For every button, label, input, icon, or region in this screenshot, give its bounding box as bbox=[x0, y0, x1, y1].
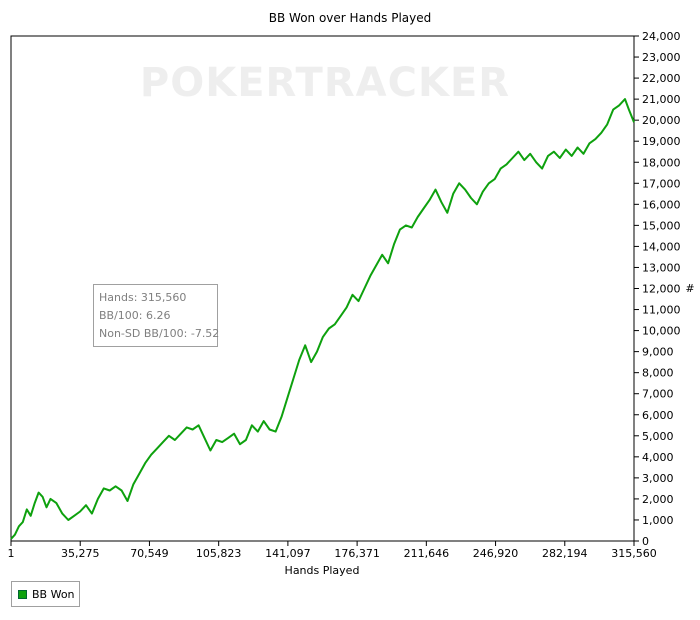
y-tick-label: 7,000 bbox=[642, 388, 674, 401]
y-tick-label: 12,000 bbox=[642, 283, 681, 296]
x-tick-label: 246,920 bbox=[473, 547, 519, 560]
series-line-bb-won bbox=[10, 98, 635, 540]
summary-bb100: BB/100: 6.26 bbox=[99, 309, 171, 322]
y-tick-label: 21,000 bbox=[642, 93, 681, 106]
y-tick-label: 8,000 bbox=[642, 367, 674, 380]
y-tick-label: 18,000 bbox=[642, 156, 681, 169]
y-tick-label: 5,000 bbox=[642, 430, 674, 443]
series-layer bbox=[10, 98, 635, 540]
x-tick-label: 141,097 bbox=[265, 547, 311, 560]
y-tick-label: 22,000 bbox=[642, 72, 681, 85]
y-tick-label: 3,000 bbox=[642, 472, 674, 485]
legend-label: BB Won bbox=[32, 587, 75, 601]
summary-nonsd-bb100: Non-SD BB/100: -7.52 bbox=[99, 327, 220, 340]
y-tick-label: 9,000 bbox=[642, 346, 674, 359]
y-tick-label: 15,000 bbox=[642, 219, 681, 232]
y-tick-label: 13,000 bbox=[642, 261, 681, 274]
x-tick-label: 176,371 bbox=[334, 547, 380, 560]
y-tick-label: 19,000 bbox=[642, 135, 681, 148]
x-tick-label: 282,194 bbox=[542, 547, 588, 560]
legend[interactable]: BB Won bbox=[11, 581, 80, 607]
y-tick-label: 4,000 bbox=[642, 451, 674, 464]
y-axis: 0 1,000 2,000 3,000 4,000 5,000 6,000 7,000 8,00… bbox=[634, 30, 681, 548]
x-axis-label: Hands Played bbox=[285, 564, 360, 577]
y-axis-label: # bbox=[685, 282, 694, 295]
y-tick-label: 16,000 bbox=[642, 198, 681, 211]
y-tick-label: 2,000 bbox=[642, 493, 674, 506]
watermark-text: POKERTRACKER bbox=[140, 60, 510, 106]
summary-box: Hands: 315,560 BB/100: 6.26 Non-SD BB/10… bbox=[93, 284, 220, 347]
x-tick-label: 35,275 bbox=[61, 547, 100, 560]
chart-title: BB Won over Hands Played bbox=[269, 11, 431, 25]
y-tick-label: 0 bbox=[642, 535, 649, 548]
y-tick-label: 10,000 bbox=[642, 325, 681, 338]
summary-hands: Hands: 315,560 bbox=[99, 291, 187, 304]
x-tick-label: 1 bbox=[8, 547, 15, 560]
y-tick-label: 24,000 bbox=[642, 30, 681, 43]
watermark: POKERTRACKER bbox=[140, 60, 510, 106]
x-axis: 1 35,275 70,549 105,823 141,097 176,371 211,64… bbox=[8, 541, 657, 560]
y-tick-label: 23,000 bbox=[642, 51, 681, 64]
y-tick-label: 1,000 bbox=[642, 514, 674, 527]
y-tick-label: 14,000 bbox=[642, 240, 681, 253]
y-tick-label: 20,000 bbox=[642, 114, 681, 127]
x-tick-label: 70,549 bbox=[130, 547, 169, 560]
y-tick-label: 6,000 bbox=[642, 409, 674, 422]
x-tick-label: 315,560 bbox=[611, 547, 657, 560]
y-tick-label: 17,000 bbox=[642, 177, 681, 190]
x-tick-label: 211,646 bbox=[404, 547, 450, 560]
y-tick-label: 11,000 bbox=[642, 304, 681, 317]
x-tick-label: 105,823 bbox=[196, 547, 242, 560]
legend-swatch bbox=[18, 589, 27, 599]
